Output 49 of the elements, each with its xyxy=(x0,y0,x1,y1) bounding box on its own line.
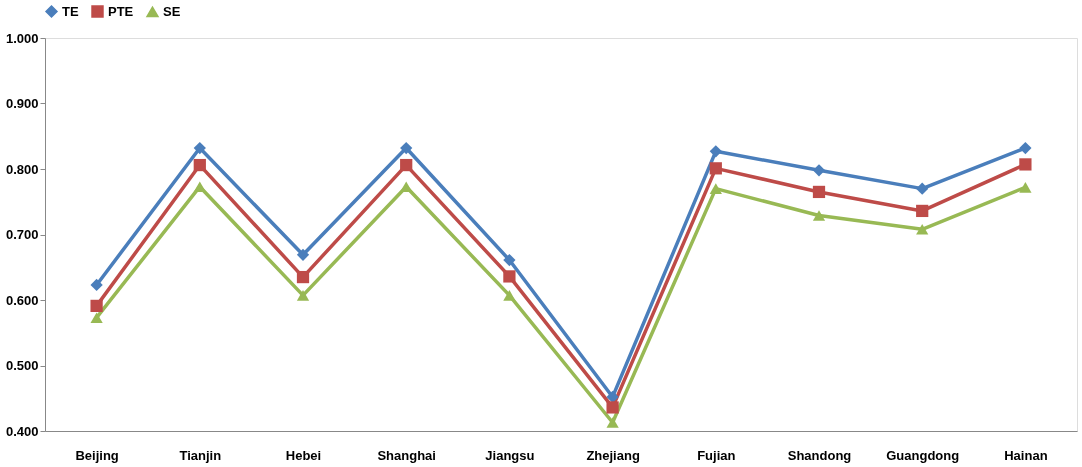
y-tick-label: 1.000 xyxy=(5,30,39,46)
point xyxy=(503,253,516,267)
point xyxy=(193,141,206,155)
legend-label: TE xyxy=(62,3,79,19)
point xyxy=(709,183,722,194)
point xyxy=(916,204,929,218)
point xyxy=(90,278,103,292)
x-tick-label: Hebei xyxy=(285,447,322,463)
point xyxy=(193,158,206,172)
point xyxy=(503,270,516,283)
y-tick-label: 0.400 xyxy=(5,423,39,439)
y-tick-label: 0.800 xyxy=(5,161,39,177)
point xyxy=(193,181,206,192)
point xyxy=(503,290,516,301)
point xyxy=(709,162,722,175)
x-tick-label: Shandong xyxy=(787,447,852,463)
point xyxy=(812,210,826,221)
point xyxy=(400,141,413,155)
point xyxy=(296,270,310,284)
point xyxy=(400,158,413,172)
x-tick-label: Jiangsu xyxy=(485,447,535,463)
x-tick-label: Fujian xyxy=(697,447,736,463)
point xyxy=(296,248,310,261)
x-tick-label: Hainan xyxy=(1004,447,1048,463)
point xyxy=(1019,141,1032,155)
legend-label: PTE xyxy=(108,3,134,19)
point xyxy=(606,417,619,428)
point xyxy=(812,164,826,177)
y-tick-label: 0.900 xyxy=(5,96,39,111)
y-tick-label: 0.600 xyxy=(5,292,39,308)
x-tick-label: Zhejiang xyxy=(586,447,640,463)
point xyxy=(606,390,619,404)
legend-label: SE xyxy=(163,3,181,19)
x-tick-label: Beijing xyxy=(75,447,119,463)
point xyxy=(606,401,619,414)
point xyxy=(916,223,929,235)
point xyxy=(90,312,103,323)
point xyxy=(916,182,929,195)
point xyxy=(296,290,310,301)
point xyxy=(1019,182,1032,193)
point xyxy=(812,185,826,199)
x-tick-label: Shanghai xyxy=(377,447,436,463)
y-tick-label: 0.500 xyxy=(5,358,39,373)
point xyxy=(1019,158,1032,171)
point xyxy=(90,299,103,313)
y-tick-label: 0.700 xyxy=(5,227,39,242)
point xyxy=(709,145,722,158)
x-tick-label: Tianjin xyxy=(179,447,222,463)
x-tick-label: Guangdong xyxy=(886,447,960,463)
